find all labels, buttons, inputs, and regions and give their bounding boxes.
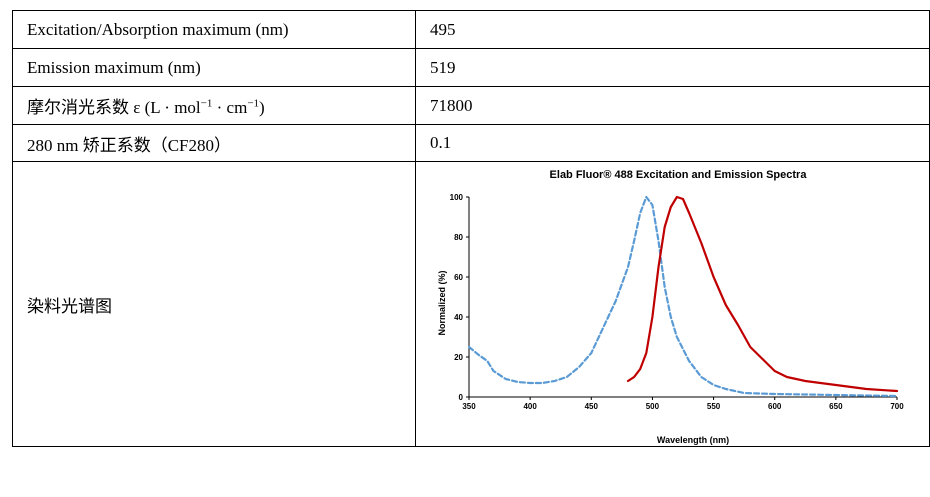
row-value: 519: [415, 48, 930, 87]
superscript: −1: [200, 97, 213, 110]
x-tick-label: 600: [768, 402, 782, 411]
x-tick-label: 650: [829, 402, 843, 411]
table-row: Emission maximum (nm) 519: [12, 48, 930, 87]
y-tick-label: 100: [450, 193, 464, 202]
x-tick-label: 400: [523, 402, 537, 411]
x-tick-label: 700: [890, 402, 904, 411]
y-axis-label: Normalized (%): [437, 270, 447, 335]
label-end: ): [259, 98, 265, 117]
chart-series: [467, 195, 899, 398]
y-tick-label: 0: [459, 393, 464, 402]
y-tick-label: 40: [454, 313, 463, 322]
chart-cell: Elab Fluor® 488 Excitation and Emission …: [415, 161, 930, 447]
table-row: 摩尔消光系数 ε (L · mol−1 · cm−1) 71800: [12, 86, 930, 125]
row-label: Excitation/Absorption maximum (nm): [12, 10, 416, 49]
properties-table: Excitation/Absorption maximum (nm) 495 E…: [12, 10, 930, 447]
y-tick-label: 80: [454, 233, 463, 242]
x-tick-label: 550: [707, 402, 721, 411]
table-row: 染料光谱图 Elab Fluor® 488 Excitation and Emi…: [12, 161, 930, 447]
x-tick-label: 500: [646, 402, 660, 411]
table-row: Excitation/Absorption maximum (nm) 495: [12, 10, 930, 49]
series-line-solid: [626, 195, 899, 393]
chart-axes: 350 400 450 500 550 600 650 700 0 20 40 60 80 100: [450, 193, 905, 411]
table-row: 280 nm 矫正系数（CF280） 0.1: [12, 124, 930, 162]
chart-title: Elab Fluor® 488 Excitation and Emission …: [550, 169, 808, 181]
superscript: −1: [247, 97, 260, 110]
row-value: 495: [415, 10, 930, 49]
row-label: Emission maximum (nm): [12, 48, 416, 87]
x-axis-label: Wavelength (nm): [657, 435, 729, 445]
y-tick-label: 20: [454, 353, 463, 362]
row-label: 染料光谱图: [12, 161, 416, 447]
row-label: 280 nm 矫正系数（CF280）: [12, 124, 416, 162]
spectra-chart: Elab Fluor® 488 Excitation and Emission …: [437, 169, 905, 445]
label-main: 摩尔消光系数 ε (L · mol: [27, 98, 201, 117]
row-value: 71800: [415, 86, 930, 125]
x-tick-label: 350: [462, 402, 476, 411]
x-tick-label: 450: [585, 402, 599, 411]
y-tick-label: 60: [454, 273, 463, 282]
label-mid: · cm: [212, 98, 248, 117]
series-line-dashed: [467, 195, 899, 398]
row-value: 0.1: [415, 124, 930, 162]
row-label: 摩尔消光系数 ε (L · mol−1 · cm−1): [12, 86, 416, 125]
